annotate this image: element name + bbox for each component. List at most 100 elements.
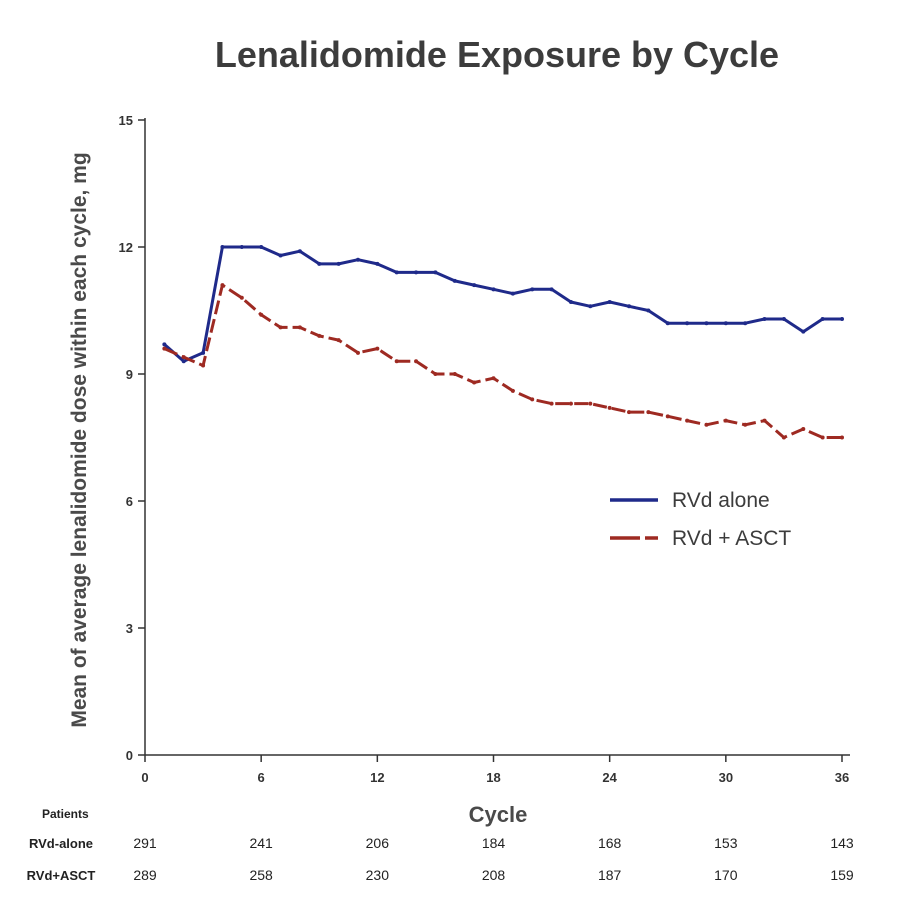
data-point	[723, 418, 728, 423]
risk-row-name: RVd+ASCT	[27, 868, 96, 883]
data-point	[375, 261, 380, 266]
data-point	[840, 435, 844, 440]
risk-value: 206	[366, 835, 390, 851]
data-point	[239, 245, 244, 249]
data-point	[394, 359, 399, 364]
data-point	[743, 422, 748, 427]
legend: RVd alone RVd + ASCT	[610, 489, 791, 550]
risk-value: 289	[133, 867, 157, 883]
x-tick-label: 36	[835, 770, 849, 785]
data-point	[704, 321, 709, 326]
data-point	[336, 261, 341, 266]
legend-label-0: RVd alone	[672, 489, 770, 512]
data-point	[259, 312, 264, 317]
y-tick-label: 15	[119, 113, 133, 128]
data-point	[723, 321, 728, 326]
data-point	[355, 350, 360, 355]
data-point	[452, 278, 457, 283]
data-point	[491, 287, 496, 292]
y-tick-label: 6	[126, 494, 133, 509]
data-point	[549, 287, 554, 292]
axes	[144, 118, 850, 756]
data-point	[452, 372, 457, 376]
data-point	[627, 410, 632, 415]
y-axis-label: Mean of average lenalidomide dose within…	[68, 152, 91, 727]
y-tick-label: 0	[126, 748, 133, 763]
data-point	[549, 401, 554, 406]
legend-label-1: RVd + ASCT	[672, 527, 791, 550]
risk-row-name: RVd-alone	[29, 836, 93, 851]
x-ticks: 0 6 12 18 24 30 36	[141, 755, 849, 785]
data-point	[568, 401, 573, 406]
data-point	[278, 325, 283, 330]
data-point	[607, 300, 612, 305]
data-point	[181, 355, 186, 360]
data-point	[278, 253, 283, 258]
risk-value: 170	[714, 867, 738, 883]
risk-value: 153	[714, 835, 738, 851]
data-point	[510, 388, 515, 393]
data-point	[646, 410, 651, 415]
x-tick-label: 12	[370, 770, 384, 785]
data-point	[336, 338, 341, 343]
data-point	[646, 308, 651, 313]
data-point	[820, 435, 825, 440]
risk-value: 208	[482, 867, 506, 883]
data-point	[665, 321, 670, 326]
series-line-0	[163, 245, 842, 363]
risk-value: 230	[366, 867, 390, 883]
data-point	[530, 397, 535, 402]
risk-value: 241	[249, 835, 273, 851]
risk-value: 168	[598, 835, 622, 851]
data-point	[743, 321, 748, 326]
risk-value: 258	[249, 867, 273, 883]
data-point	[472, 283, 477, 288]
data-point	[355, 257, 360, 262]
data-point	[801, 329, 806, 334]
risk-value: 159	[830, 867, 854, 883]
risk-value: 184	[482, 835, 506, 851]
data-point	[665, 414, 670, 419]
data-point	[840, 316, 844, 321]
data-point	[820, 316, 825, 321]
x-tick-label: 0	[141, 770, 148, 785]
data-point	[317, 333, 322, 338]
data-point	[375, 346, 380, 351]
data-point	[201, 350, 206, 355]
data-point	[510, 291, 515, 296]
x-tick-label: 6	[258, 770, 265, 785]
data-point	[162, 342, 167, 347]
data-point	[568, 300, 573, 305]
data-point	[685, 321, 690, 326]
y-tick-label: 9	[126, 367, 133, 382]
data-point	[472, 380, 477, 385]
data-point	[801, 427, 806, 432]
x-tick-label: 30	[719, 770, 733, 785]
data-point	[491, 376, 496, 381]
data-point	[220, 283, 225, 288]
data-point	[317, 261, 322, 266]
data-point	[414, 359, 419, 364]
data-point	[762, 418, 767, 423]
series-layer	[162, 245, 844, 440]
risk-table: Patients RVd-alone 291 241 206 184 168 153 143 RV…	[27, 807, 854, 883]
data-point	[297, 325, 302, 330]
data-point	[433, 372, 438, 376]
risk-table-header: Patients	[42, 807, 89, 821]
risk-value: 291	[133, 835, 157, 851]
data-point	[627, 304, 632, 309]
data-point	[433, 270, 438, 275]
data-point	[588, 401, 593, 406]
data-point	[239, 295, 244, 300]
data-point	[588, 304, 593, 309]
x-tick-label: 18	[486, 770, 500, 785]
data-point	[781, 316, 786, 321]
data-point	[259, 245, 264, 249]
y-ticks: 0 3 6 9 12 15	[119, 113, 145, 763]
data-point	[607, 405, 612, 410]
x-tick-label: 24	[602, 770, 617, 785]
risk-value: 143	[830, 835, 854, 851]
data-point	[414, 270, 419, 275]
data-point	[181, 359, 186, 364]
